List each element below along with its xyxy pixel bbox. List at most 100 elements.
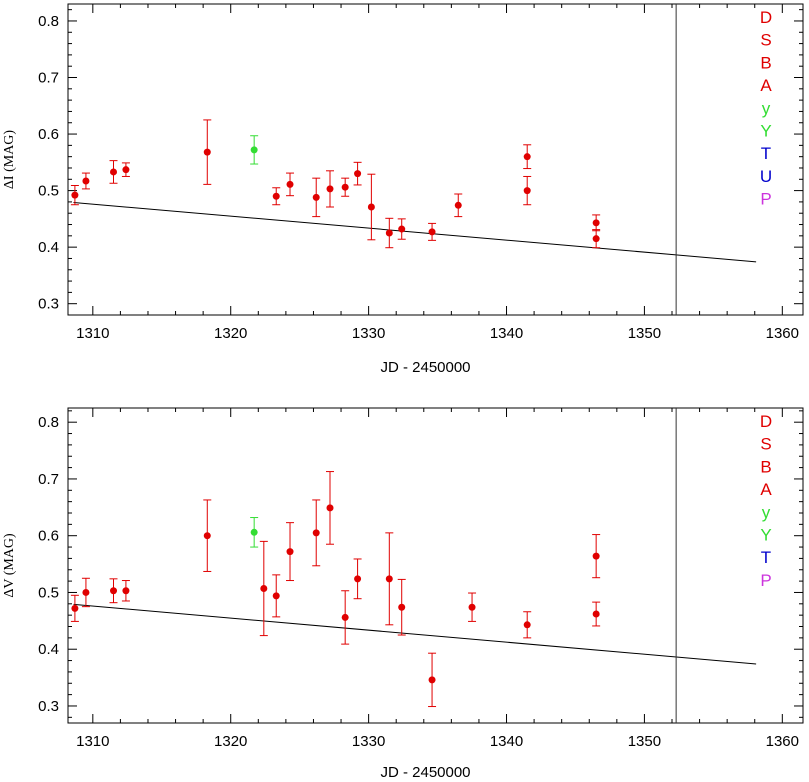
point-marker: [354, 170, 362, 178]
point-marker: [203, 148, 211, 156]
data-point: [397, 218, 406, 240]
legend-entry: U: [760, 167, 772, 186]
x-tick-label: 1310: [76, 325, 109, 342]
data-point: [397, 578, 406, 636]
data-point: [326, 170, 335, 208]
x-tick-label: 1360: [766, 325, 799, 342]
data-point: [592, 601, 601, 627]
data-point: [523, 144, 532, 170]
y-tick-label: 0.5: [38, 183, 59, 200]
point-marker: [454, 201, 462, 209]
point-marker: [398, 225, 406, 233]
point-marker: [326, 504, 334, 512]
x-tick-label: 1350: [628, 733, 661, 750]
data-point: [523, 175, 532, 206]
point-marker: [82, 177, 90, 185]
point-marker: [592, 219, 600, 227]
y-tick-label: 0.6: [38, 528, 59, 545]
y-tick-label: 0.7: [38, 70, 59, 87]
x-tick-label: 1330: [352, 733, 385, 750]
point-marker: [122, 166, 130, 174]
data-point: [286, 172, 295, 197]
data-point: [428, 652, 437, 708]
y-axis-title: ΔV (MAG): [2, 533, 17, 598]
point-marker: [523, 153, 531, 161]
data-point: [385, 217, 394, 249]
data-point: [109, 578, 118, 604]
data-point: [428, 222, 437, 241]
point-marker: [592, 552, 600, 560]
point-marker: [250, 146, 258, 154]
data-point: [353, 161, 362, 186]
x-tick-label: 1340: [490, 325, 523, 342]
point-marker: [71, 604, 79, 612]
y-tick-label: 0.5: [38, 584, 59, 601]
data-point: [81, 577, 90, 608]
point-marker: [286, 180, 294, 188]
point-marker: [341, 613, 349, 621]
x-axis-title: JD - 2450000: [380, 764, 470, 781]
data-point: [523, 611, 532, 639]
point-marker: [341, 183, 349, 191]
point-marker: [428, 228, 436, 236]
y-tick-label: 0.3: [38, 698, 59, 715]
legend-entry: D: [760, 8, 772, 27]
data-point: [286, 522, 295, 582]
legend-entry: B: [760, 457, 771, 476]
legend-entry: P: [760, 571, 771, 590]
data-point: [341, 177, 350, 197]
legend-entry: Y: [760, 122, 771, 141]
data-point: [70, 185, 79, 206]
data-point: [272, 187, 281, 206]
data-point: [367, 173, 376, 241]
legend-entry: S: [760, 31, 771, 50]
y-tick-label: 0.4: [38, 239, 59, 256]
point-marker: [110, 168, 118, 176]
data-point: [259, 540, 268, 637]
point-marker: [272, 592, 280, 600]
x-tick-label: 1320: [214, 325, 247, 342]
data-point: [121, 162, 130, 177]
data-point: [592, 229, 601, 249]
trend-line: [73, 201, 757, 263]
data-point: [326, 471, 335, 545]
point-marker: [250, 528, 258, 536]
point-marker: [428, 676, 436, 684]
y-tick-label: 0.4: [38, 641, 59, 658]
data-point: [312, 499, 321, 567]
plot-frame: [67, 407, 804, 724]
x-axis-title: JD - 2450000: [380, 359, 470, 376]
data-point: [81, 172, 90, 190]
point-marker: [523, 187, 531, 195]
y-tick-label: 0.3: [38, 296, 59, 313]
legend-entry: y: [762, 99, 771, 118]
legend-entry: T: [761, 144, 771, 163]
point-marker: [82, 588, 90, 596]
y-tick-label: 0.8: [38, 13, 59, 30]
data-point: [592, 214, 601, 232]
x-tick-label: 1330: [352, 325, 385, 342]
legend-entry: S: [760, 435, 771, 454]
point-marker: [312, 193, 320, 201]
data-point: [468, 592, 477, 622]
y-tick-label: 0.8: [38, 414, 59, 431]
x-tick-label: 1340: [490, 733, 523, 750]
data-point: [312, 177, 321, 218]
data-point: [70, 594, 79, 622]
legend-entry: A: [760, 480, 772, 499]
data-point: [203, 499, 212, 572]
x-tick-label: 1350: [628, 325, 661, 342]
point-marker: [385, 575, 393, 583]
x-tick-label: 1310: [76, 733, 109, 750]
data-point: [250, 135, 259, 165]
point-marker: [312, 529, 320, 537]
data-point: [109, 160, 118, 184]
legend-entry: T: [761, 548, 771, 567]
point-marker: [385, 229, 393, 237]
point-marker: [367, 203, 375, 211]
point-marker: [592, 235, 600, 243]
data-point: [341, 590, 350, 645]
point-marker: [110, 587, 118, 595]
point-marker: [326, 185, 334, 193]
